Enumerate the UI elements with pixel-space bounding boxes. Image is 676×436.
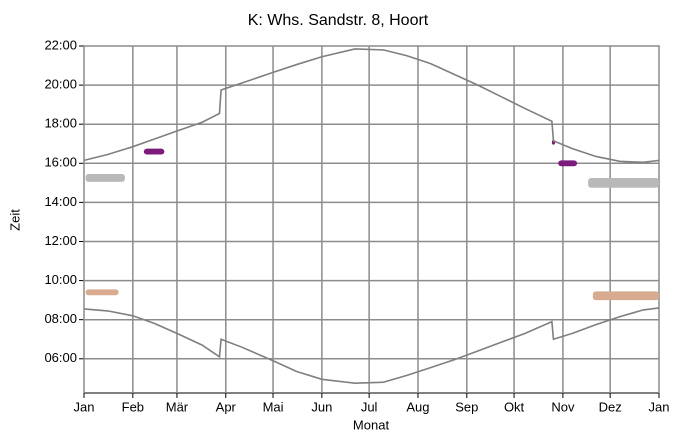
y-tick-label: 22:00 — [44, 37, 77, 52]
shadow-period — [558, 160, 578, 167]
chart-title: K: Whs. Sandstr. 8, Hoort — [248, 12, 429, 29]
x-tick-label: Jan — [74, 399, 95, 414]
x-tick-label: Nov — [551, 399, 575, 414]
y-tick-label: 14:00 — [44, 194, 77, 209]
x-tick-label: Feb — [122, 399, 144, 414]
y-tick-label: 18:00 — [44, 116, 77, 131]
x-tick-label: Aug — [406, 399, 429, 414]
shadow-period — [592, 291, 659, 301]
x-tick-label: Mär — [166, 399, 189, 414]
x-tick-label: Okt — [504, 399, 525, 414]
y-axis-label: Zeit — [7, 209, 22, 231]
y-tick-label: 16:00 — [44, 155, 77, 170]
x-tick-label: Mai — [263, 399, 284, 414]
shadow-period — [85, 289, 119, 296]
x-tick-label: Jan — [649, 399, 670, 414]
series-line — [83, 48, 660, 164]
x-axis-label: Monat — [353, 417, 390, 432]
x-tick-label: Jun — [311, 399, 332, 414]
shadow-period — [143, 148, 165, 155]
y-tick-label: 08:00 — [44, 311, 77, 326]
x-tick-label: Dez — [599, 399, 622, 414]
shadow-period — [85, 174, 125, 182]
x-tick-label: Sep — [455, 399, 478, 414]
x-tick-label: Apr — [216, 399, 237, 414]
y-tick-label: 12:00 — [44, 233, 77, 248]
plot-area — [83, 45, 660, 394]
y-tick-label: 06:00 — [44, 350, 77, 365]
y-tick-label: 20:00 — [44, 77, 77, 92]
series-line — [83, 307, 660, 385]
x-tick-label: Jul — [361, 399, 378, 414]
shadow-period — [588, 177, 659, 188]
y-tick-label: 10:00 — [44, 272, 77, 287]
